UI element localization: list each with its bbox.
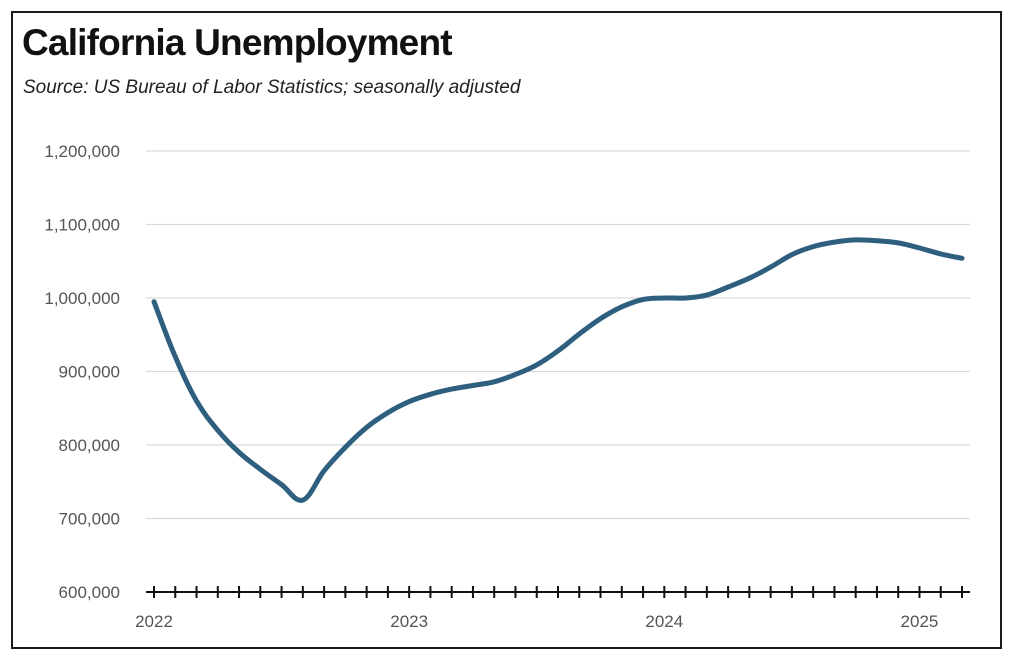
chart-subtitle: Source: US Bureau of Labor Statistics; s… — [23, 77, 521, 98]
y-tick-label: 1,000,000 — [44, 289, 120, 308]
y-axis-labels: 600,000 700,000 800,000 900,000 1,000,000 1,1… — [44, 142, 120, 602]
chart-title: California Unemployment — [22, 22, 453, 63]
x-tick-label: 2023 — [390, 612, 428, 631]
x-axis — [146, 586, 970, 598]
y-tick-label: 800,000 — [59, 436, 120, 455]
x-tick-label: 2025 — [901, 612, 939, 631]
gridlines — [146, 150, 970, 520]
series-group — [151, 237, 965, 503]
y-tick-label: 900,000 — [59, 363, 120, 382]
y-tick-label: 600,000 — [59, 583, 120, 602]
x-tick-label: 2022 — [135, 612, 173, 631]
x-tick-label: 2024 — [645, 612, 683, 631]
y-tick-label: 700,000 — [59, 510, 120, 529]
series-line — [151, 237, 965, 503]
x-axis-labels: 2022 2023 2024 2025 — [135, 612, 938, 631]
y-tick-label: 1,200,000 — [44, 142, 120, 161]
y-tick-label: 1,100,000 — [44, 216, 120, 235]
chart-frame — [11, 11, 1002, 649]
